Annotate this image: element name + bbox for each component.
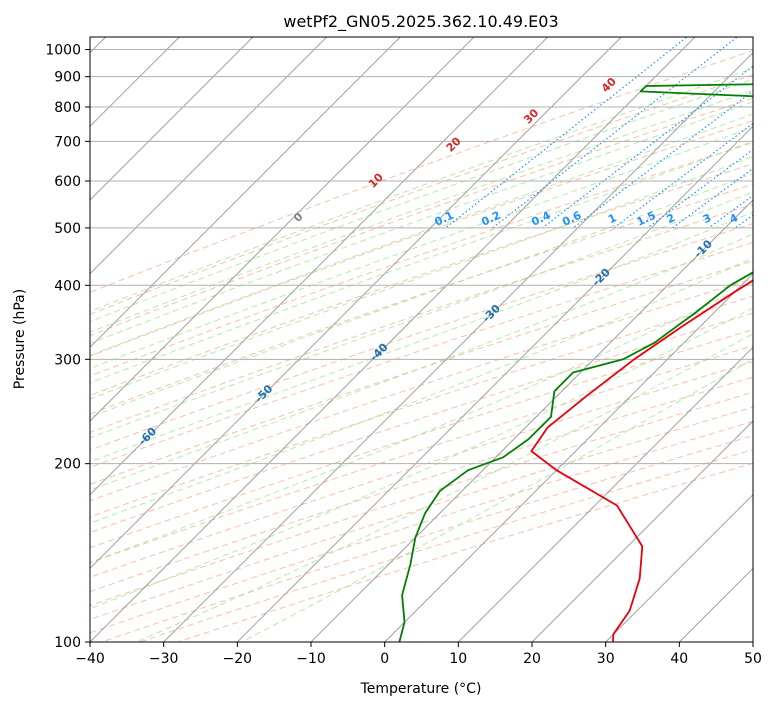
isotherm-line xyxy=(163,51,753,642)
moist-adiabat-line xyxy=(90,156,753,400)
chart-title: wetPf2_GN05.2025.362.10.49.E03 xyxy=(283,12,558,32)
x-tick-label: 10 xyxy=(449,651,467,667)
y-tick-label: 600 xyxy=(54,174,81,190)
dry-adiabat-line xyxy=(90,391,753,607)
moist-adiabat-line xyxy=(135,333,753,642)
moist-adiabat-line xyxy=(90,233,753,491)
moist-adiabat-line xyxy=(90,172,753,418)
x-tick-label: −40 xyxy=(75,651,105,667)
dry-adiabat-line xyxy=(90,241,753,469)
mixing-ratio-line xyxy=(672,167,753,229)
y-tick-label: 100 xyxy=(54,635,81,651)
isotherm-line xyxy=(457,346,753,642)
isotherm-line xyxy=(90,37,549,496)
y-tick-label: 500 xyxy=(54,221,81,237)
pressure-grid xyxy=(90,49,753,642)
moist-adiabat-line xyxy=(90,67,753,312)
isotherm-line xyxy=(605,493,753,642)
isotherm-line xyxy=(90,37,254,201)
moist-adiabat-line xyxy=(90,89,753,333)
moist-adiabat-line xyxy=(90,211,753,463)
moist-adiabat-line xyxy=(241,358,753,642)
x-tick-label: −30 xyxy=(149,651,179,667)
x-tick-label: −20 xyxy=(223,651,253,667)
isotherm-line xyxy=(90,37,696,642)
dewpoint-line xyxy=(398,83,753,642)
x-axis-label: Temperature (°C) xyxy=(360,681,482,697)
isotherm-line xyxy=(90,37,622,570)
mixing-ratio-line xyxy=(613,122,753,229)
y-tick-label: 700 xyxy=(54,134,81,150)
isotherm-line xyxy=(236,125,753,642)
plot-frame xyxy=(89,36,754,643)
dry-adiabat-line xyxy=(90,50,753,293)
x-tick-label: 50 xyxy=(744,651,762,667)
dry-adiabat-line xyxy=(90,203,753,433)
moist-adiabat-line xyxy=(90,78,753,323)
y-tick-label: 800 xyxy=(54,100,81,116)
y-tick-label: 200 xyxy=(54,457,81,473)
moist-adiabat-line xyxy=(90,113,753,357)
axis-ticks: −40 −30 −20 −10 0 10 20 30 40 50 100 200 300 400 500 60… xyxy=(45,43,762,667)
mixing-ratio-line xyxy=(445,37,688,229)
moist-adiabat-line xyxy=(90,126,753,370)
y-tick-label: 400 xyxy=(54,278,81,294)
y-tick-label: 1000 xyxy=(45,43,81,59)
background-lines xyxy=(90,37,753,642)
isotherm-line xyxy=(531,420,753,642)
dry-adiabat-line xyxy=(90,120,753,357)
isotherm-line xyxy=(90,37,401,349)
y-axis-label: Pressure (hPa) xyxy=(12,289,28,389)
dry-adiabat-line xyxy=(90,97,753,337)
temperature-line xyxy=(530,279,753,642)
x-tick-label: 20 xyxy=(523,651,541,667)
y-tick-label: 900 xyxy=(54,70,81,86)
isotherm-line xyxy=(90,37,328,275)
isotherm-line xyxy=(384,272,753,642)
dry-adiabat-line xyxy=(90,278,753,502)
moist-adiabat-line xyxy=(90,281,753,564)
y-tick-label: 300 xyxy=(54,352,81,368)
dry-adiabat-line xyxy=(90,74,753,315)
dry-adiabat-line xyxy=(90,312,753,534)
isotherm-line xyxy=(310,199,753,642)
series-layer xyxy=(398,83,753,642)
mixing-ratio-line xyxy=(542,65,753,229)
x-tick-label: 40 xyxy=(670,651,688,667)
mixing-ratio-line xyxy=(492,37,739,229)
dry-adiabat-line xyxy=(90,376,753,593)
x-tick-label: 30 xyxy=(597,651,615,667)
x-tick-label: −10 xyxy=(296,651,326,667)
x-tick-label: 0 xyxy=(380,651,389,667)
moist-adiabat-line xyxy=(90,257,753,524)
isotherm-line xyxy=(90,37,475,422)
